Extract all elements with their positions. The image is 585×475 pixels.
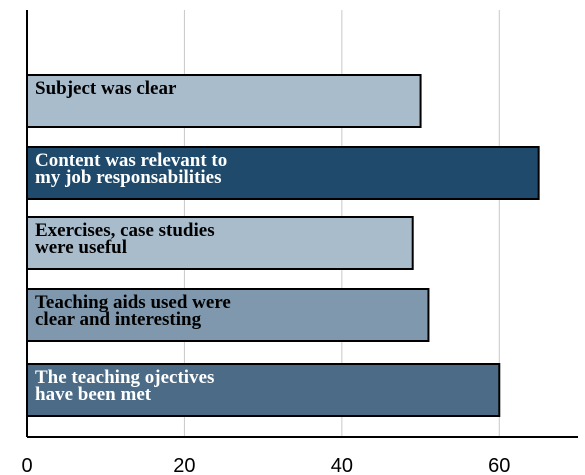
bar-label: The teaching ojectives have been met [35, 367, 215, 405]
bar [26, 216, 414, 270]
bar-label: Teaching aids used were clear and intere… [35, 292, 231, 330]
bar [26, 74, 422, 128]
bar-label: Subject was clear [35, 78, 177, 99]
bar [26, 146, 540, 200]
x-tick-label: 60 [488, 455, 510, 475]
bar [26, 363, 501, 417]
bar-label: Exercises, case studies were useful [35, 220, 215, 258]
x-tick-label: 20 [173, 455, 195, 475]
x-tick-label: 0 [21, 455, 32, 475]
x-tick-label: 40 [331, 455, 353, 475]
bar [26, 288, 430, 342]
bar-label: Content was relevant to my job responsab… [35, 150, 228, 188]
